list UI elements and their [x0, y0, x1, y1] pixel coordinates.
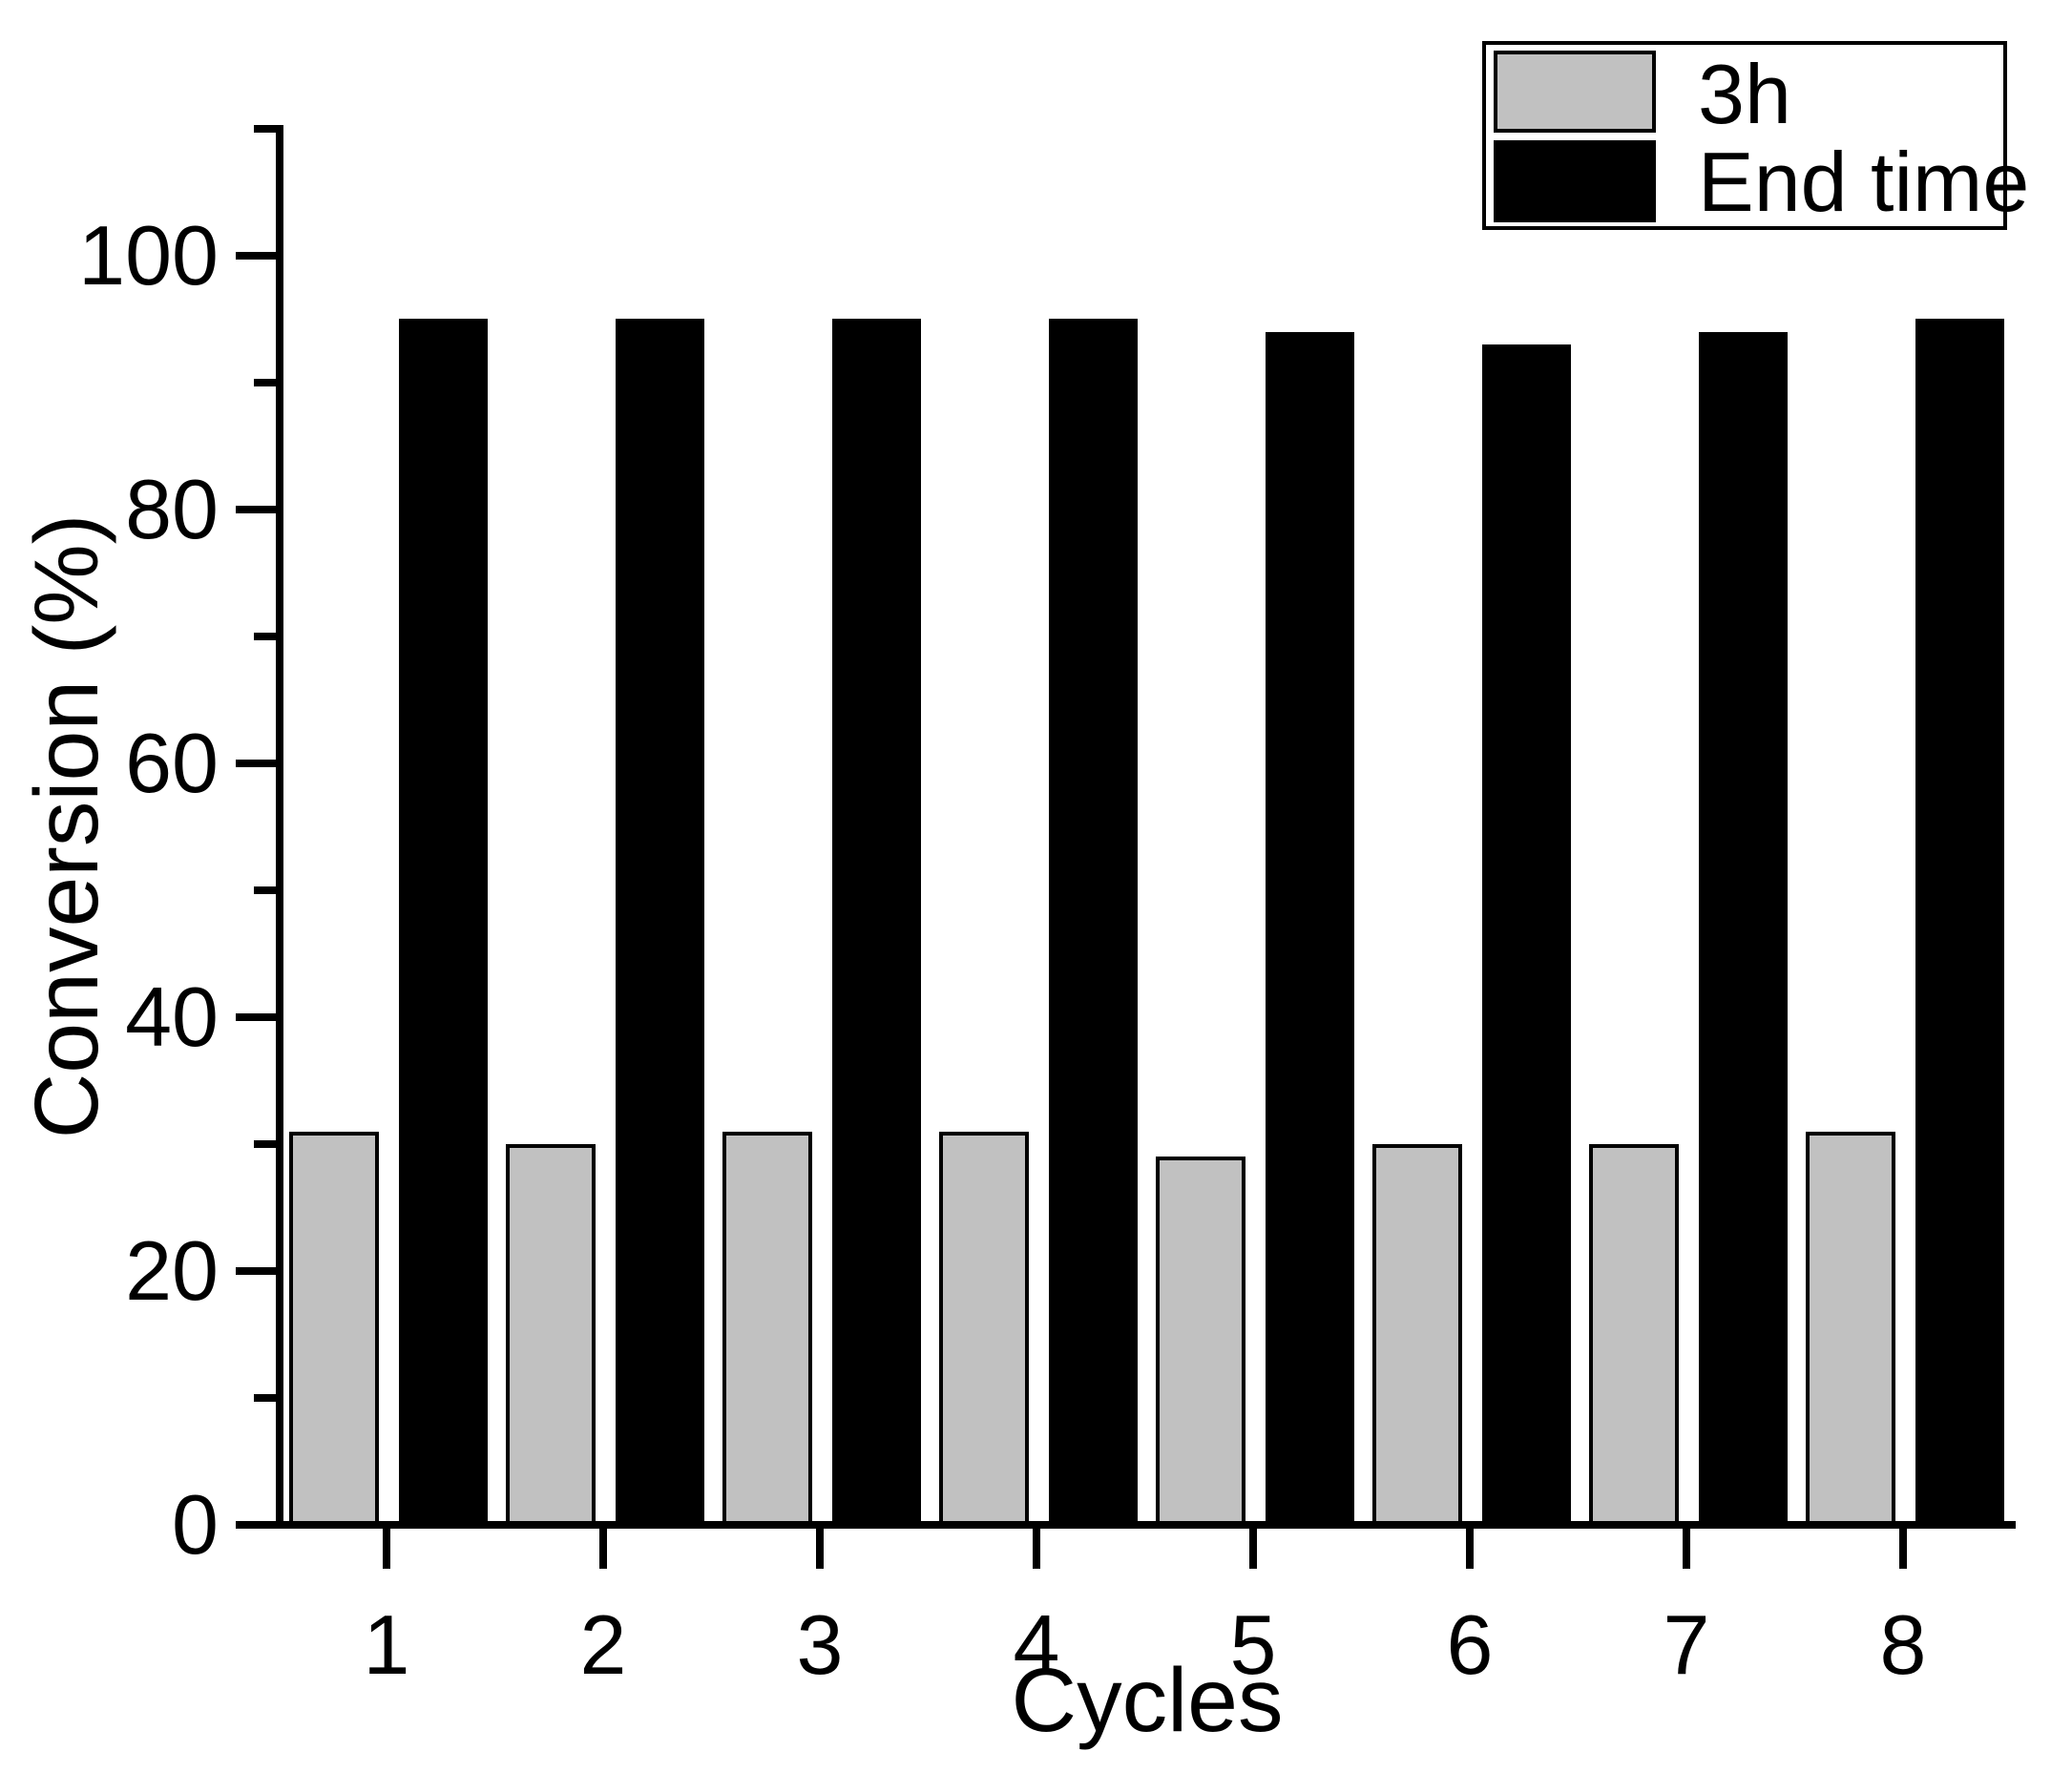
y-tick	[236, 1013, 280, 1021]
y-minor-tick	[254, 125, 280, 133]
y-minor-tick	[254, 1394, 280, 1402]
bar-3h-cycle-1	[289, 1132, 379, 1525]
x-tick-label: 2	[579, 1597, 627, 1692]
x-tick-label: 3	[796, 1597, 844, 1692]
y-tick	[236, 506, 280, 513]
x-tick-label: 5	[1229, 1597, 1277, 1692]
bar-end-time-cycle-8	[1915, 319, 2004, 1525]
y-minor-tick	[254, 886, 280, 894]
x-tick	[1466, 1529, 1474, 1569]
x-tick	[599, 1529, 607, 1569]
bar-end-time-cycle-4	[1049, 319, 1138, 1525]
y-tick-label: 80	[125, 462, 219, 556]
bar-3h-cycle-2	[506, 1144, 596, 1525]
y-tick-label: 0	[172, 1477, 219, 1572]
y-tick-label: 60	[125, 716, 219, 810]
bar-end-time-cycle-7	[1699, 332, 1788, 1525]
y-tick-label: 20	[125, 1223, 219, 1318]
y-tick	[236, 1521, 280, 1529]
bar-end-time-cycle-6	[1482, 344, 1571, 1525]
bar-3h-cycle-6	[1372, 1144, 1462, 1525]
legend: 3h End time	[1482, 41, 2029, 230]
y-axis-title: Conversion (%)	[16, 513, 117, 1139]
x-tick-label: 8	[1879, 1597, 1927, 1692]
x-tick-label: 1	[363, 1597, 410, 1692]
y-minor-tick	[254, 633, 280, 640]
bar-3h-cycle-4	[939, 1132, 1029, 1525]
x-tick	[816, 1529, 824, 1569]
x-axis-title: Cycles	[1011, 1650, 1284, 1751]
x-tick	[1249, 1529, 1257, 1569]
bar-end-time-cycle-3	[832, 319, 921, 1525]
bar-end-time-cycle-5	[1266, 332, 1354, 1525]
x-tick-label: 7	[1663, 1597, 1710, 1692]
x-tick	[1033, 1529, 1040, 1569]
y-tick	[236, 1267, 280, 1275]
x-axis-line	[276, 1521, 2016, 1529]
x-tick	[1899, 1529, 1907, 1569]
y-minor-tick	[254, 1140, 280, 1148]
x-tick-label: 6	[1446, 1597, 1494, 1692]
legend-swatch-3h	[1494, 51, 1656, 133]
x-tick-label: 4	[1013, 1597, 1060, 1692]
bar-3h-cycle-8	[1806, 1132, 1895, 1525]
bar-3h-cycle-3	[722, 1132, 812, 1525]
y-tick	[236, 252, 280, 260]
x-tick	[1683, 1529, 1690, 1569]
legend-label-3h: 3h	[1698, 47, 1791, 141]
y-tick-label: 100	[78, 208, 219, 302]
y-tick	[236, 760, 280, 767]
bar-end-time-cycle-1	[399, 319, 488, 1525]
x-tick	[383, 1529, 390, 1569]
bar-end-time-cycle-2	[616, 319, 704, 1525]
bar-3h-cycle-5	[1156, 1157, 1245, 1525]
y-minor-tick	[254, 379, 280, 386]
bar-3h-cycle-7	[1589, 1144, 1679, 1525]
y-axis-line	[276, 125, 283, 1529]
y-tick-label: 40	[125, 969, 219, 1064]
legend-swatch-end-time	[1494, 140, 1656, 222]
legend-label-end-time: End time	[1698, 135, 2030, 229]
